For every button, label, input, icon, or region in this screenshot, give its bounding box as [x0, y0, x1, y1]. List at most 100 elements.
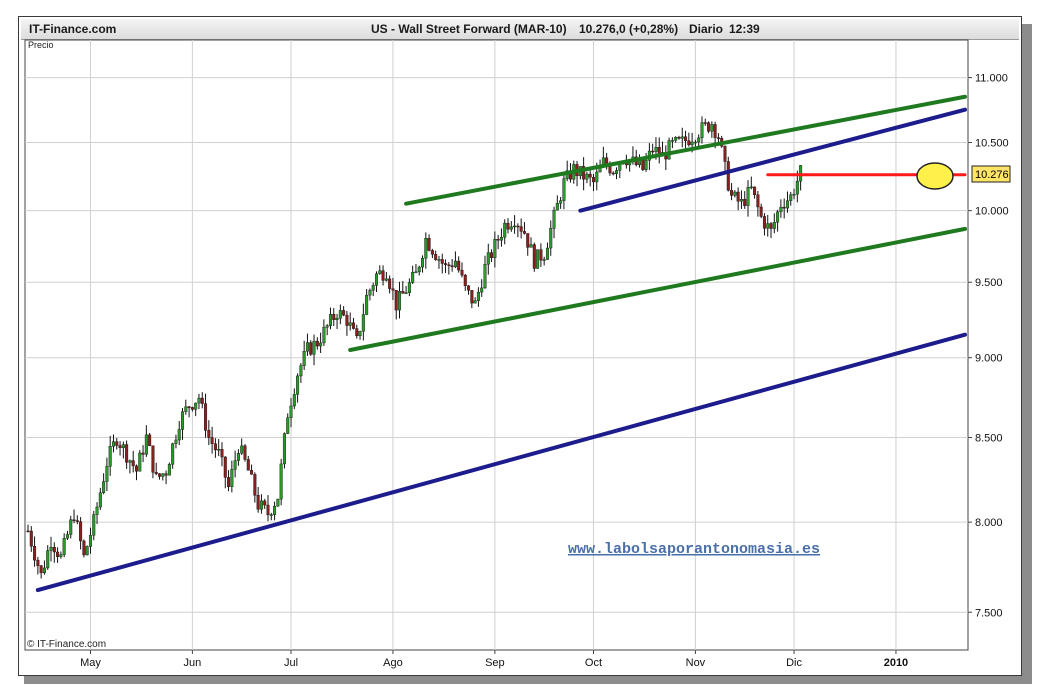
candle-body [46, 550, 50, 569]
highlight-ellipse [916, 162, 954, 190]
candle-body [131, 460, 135, 467]
candle-body [49, 547, 53, 551]
candle-body [591, 177, 595, 183]
watermark-link[interactable]: www.labolsaporantonomasia.es [568, 541, 820, 558]
candle-body [190, 407, 194, 410]
candle-body [95, 506, 99, 515]
candle-body [322, 327, 326, 344]
candle-body [200, 397, 204, 404]
candle-body [33, 546, 37, 561]
candle-body [785, 200, 789, 209]
candle-body [158, 473, 162, 477]
candle-body [595, 171, 599, 183]
candle-body [279, 463, 283, 500]
candle-body [292, 394, 296, 407]
candle-body [312, 340, 316, 355]
candle-body [98, 492, 102, 508]
candle-body [282, 433, 286, 465]
candle-body [772, 222, 776, 229]
candle-body [59, 554, 63, 557]
candle-body [269, 514, 273, 516]
candle-body [684, 136, 688, 141]
x-tick-label: Jun [184, 657, 202, 669]
x-tick-label: Oct [585, 657, 602, 669]
x-tick-label: Sep [485, 657, 505, 669]
candle-body [69, 519, 73, 535]
candle-body [174, 439, 178, 444]
candle-body [102, 481, 106, 493]
candle-body [519, 226, 523, 232]
candle-body [795, 180, 799, 195]
candle-body [39, 565, 43, 574]
candle-body [677, 137, 681, 139]
candle-body [529, 244, 533, 248]
candle-body [378, 270, 382, 274]
candle-body [161, 473, 165, 477]
candle-body [204, 403, 208, 431]
candle-body [513, 225, 517, 228]
candle-body [733, 191, 737, 196]
candle-body [414, 271, 418, 274]
time-label: 12:39 [729, 22, 760, 36]
candle-body [562, 178, 566, 201]
candle-body [164, 473, 168, 476]
candle-body [447, 264, 451, 266]
candle-body [125, 444, 129, 463]
candle-body [348, 322, 352, 326]
plot-area [24, 39, 969, 651]
candle-body [236, 453, 240, 461]
blue-trendline [35, 332, 967, 593]
candle-body [391, 288, 395, 291]
candle-body [233, 460, 237, 470]
green-trendline [348, 226, 967, 352]
x-tick-label: 2010 [884, 657, 908, 669]
candle-body [315, 340, 319, 347]
candle-body [552, 209, 556, 229]
candle-body [440, 259, 444, 264]
last-price-label: 10.276 [975, 169, 1009, 181]
candle-body [730, 190, 734, 196]
candle-body [184, 406, 188, 412]
candle-body [194, 402, 198, 410]
candle-body [361, 314, 365, 332]
candle-body [480, 287, 484, 293]
candle-body [26, 530, 30, 533]
candle-body [716, 137, 720, 139]
candle-body [470, 290, 474, 304]
candle-body [42, 567, 46, 574]
candles [26, 116, 803, 579]
x-axis: May Jun Jul Ago Sep Oct Nov Dic 2010 [80, 650, 908, 669]
candle-body [230, 469, 234, 487]
candle-body [210, 437, 214, 444]
candle-body [496, 238, 500, 241]
candle-body [670, 140, 674, 142]
candle-body [358, 331, 362, 337]
candle-body [299, 365, 303, 377]
candle-body [776, 211, 780, 223]
candle-body [427, 238, 431, 251]
candle-body [345, 314, 349, 326]
x-tick-label: Dic [786, 657, 802, 669]
candle-body [302, 351, 306, 366]
candle-body [253, 474, 257, 496]
candle-body [766, 223, 770, 229]
candle-body [319, 342, 323, 347]
candle-body [92, 514, 96, 536]
candle-body [746, 187, 750, 206]
candle-body [108, 446, 112, 467]
candle-body [460, 269, 464, 276]
y-tick-label: 9.500 [975, 277, 1003, 289]
instrument-name: US - Wall Street Forward (MAR-10) [371, 22, 567, 36]
candle-body [368, 290, 372, 296]
candle-body [490, 252, 494, 258]
candle-body [779, 206, 783, 213]
x-tick-label: Nov [686, 657, 706, 669]
candle-body [167, 464, 171, 476]
candle-body [65, 534, 69, 539]
candle-body [430, 250, 434, 255]
candle-body [371, 285, 375, 291]
candle-body [522, 231, 526, 234]
x-tick-label: May [80, 657, 101, 669]
candle-body [641, 160, 645, 170]
candle-body [404, 292, 408, 294]
